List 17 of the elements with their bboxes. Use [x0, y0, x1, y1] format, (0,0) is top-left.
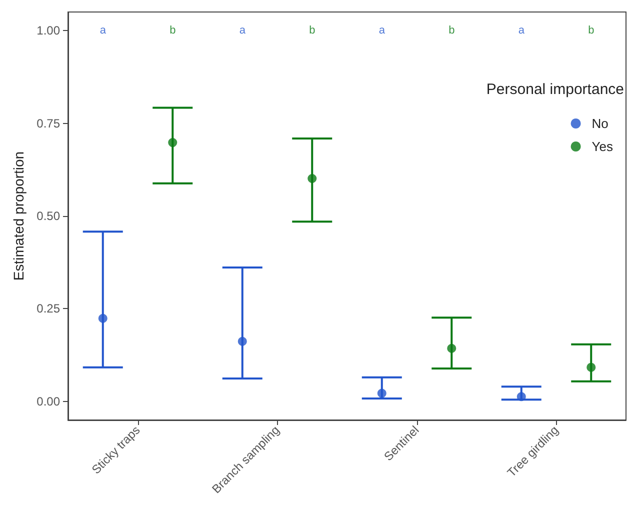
legend-label: Yes	[592, 139, 614, 154]
y-tick-label: 0.50	[36, 209, 60, 223]
annotation: b	[448, 24, 455, 37]
annotation: b	[588, 24, 594, 37]
annotation: b	[170, 24, 176, 37]
y-tick-label: 0.75	[36, 116, 60, 130]
annotation: a	[239, 24, 246, 37]
annotation: b	[309, 24, 316, 37]
annotation: a	[378, 24, 386, 37]
legend-title: Personal importance	[486, 81, 624, 98]
y-tick-label: 0.00	[36, 394, 60, 408]
y-axis-title: Estimated proportion	[10, 151, 27, 281]
legend-label: No	[592, 116, 608, 131]
y-tick-label: 0.25	[36, 302, 60, 316]
y-tick-label: 1.00	[36, 24, 60, 38]
annotation: a	[100, 24, 107, 37]
annotation: a	[518, 24, 526, 37]
